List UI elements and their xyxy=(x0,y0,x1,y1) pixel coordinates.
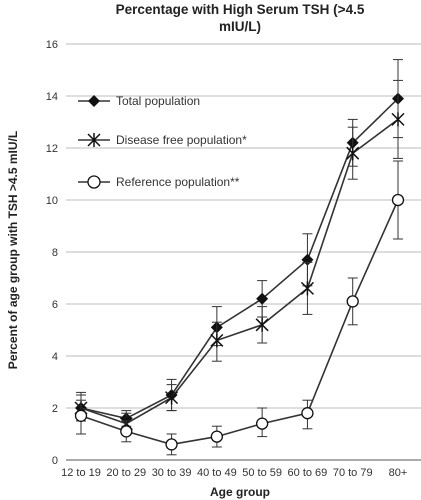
y-tick-label: 4 xyxy=(52,351,58,363)
y-tick-label: 16 xyxy=(46,39,58,51)
data-point-circle xyxy=(346,295,359,308)
data-point-diamond xyxy=(256,292,269,305)
x-tick-label: 20 to 29 xyxy=(106,467,146,479)
legend-item-reference: Reference population** xyxy=(78,175,240,189)
legend: Total population Disease free population… xyxy=(78,94,247,189)
x-tick-label: 40 to 49 xyxy=(197,467,237,479)
data-point-star xyxy=(346,146,360,161)
data-point-star xyxy=(165,390,179,405)
y-tick-label: 6 xyxy=(52,299,58,311)
x-tick-label: 50 to 59 xyxy=(242,467,282,479)
y-tick-label: 0 xyxy=(52,455,58,467)
data-point-star xyxy=(391,112,405,127)
y-tick-label: 12 xyxy=(46,143,58,155)
data-point-star xyxy=(300,281,314,296)
y-tick-label: 2 xyxy=(52,403,58,415)
y-tick-label: 10 xyxy=(46,195,58,207)
series-line xyxy=(80,98,399,420)
x-axis-label: Age group xyxy=(210,485,270,499)
data-point-circle xyxy=(301,407,314,420)
y-tick-labels: 0 2 4 6 8 10 12 14 16 xyxy=(46,39,58,467)
series-line xyxy=(80,118,399,425)
chart-title-line-1: Percentage with High Serum TSH (>4.5 xyxy=(116,2,365,17)
series-layer xyxy=(74,59,405,456)
x-tick-label: 70 to 79 xyxy=(333,467,373,479)
data-point-circle xyxy=(120,425,133,438)
data-point-circle xyxy=(165,438,178,451)
x-tick-label: 12 to 19 xyxy=(61,467,101,479)
data-point-circle xyxy=(210,430,224,443)
data-point-circle xyxy=(74,409,88,422)
legend-item-disease-free: Disease free population* xyxy=(78,133,247,147)
x-tick-label: 30 to 39 xyxy=(152,467,192,479)
y-tick-label: 14 xyxy=(46,91,58,103)
chart-title-line-2: mIU/L) xyxy=(219,19,261,34)
legend-item-total: Total population xyxy=(78,94,200,108)
x-tick-label: 80+ xyxy=(389,467,408,479)
series-diamond xyxy=(75,59,404,427)
gridlines xyxy=(66,43,421,409)
y-tick-label: 8 xyxy=(52,247,58,259)
diamond-marker-icon xyxy=(88,95,100,107)
data-point-circle xyxy=(391,193,405,207)
data-point-circle xyxy=(255,417,269,430)
legend-label-total: Total population xyxy=(116,94,200,108)
circle-marker-icon xyxy=(87,175,101,189)
series-line xyxy=(80,199,399,446)
data-point-star xyxy=(255,317,269,332)
x-tick-label: 60 to 69 xyxy=(288,467,328,479)
y-axis-label: Percent of age group with TSH >4.5 mIU/L xyxy=(6,131,20,369)
legend-label-reference: Reference population** xyxy=(116,175,240,189)
legend-label-disease-free: Disease free population* xyxy=(116,133,247,147)
data-point-star xyxy=(210,333,224,348)
series-circle xyxy=(74,160,405,456)
star-marker-icon xyxy=(87,133,101,147)
x-tick-labels: 12 to 19 20 to 29 30 to 39 40 to 49 50 to 59… xyxy=(61,467,407,479)
